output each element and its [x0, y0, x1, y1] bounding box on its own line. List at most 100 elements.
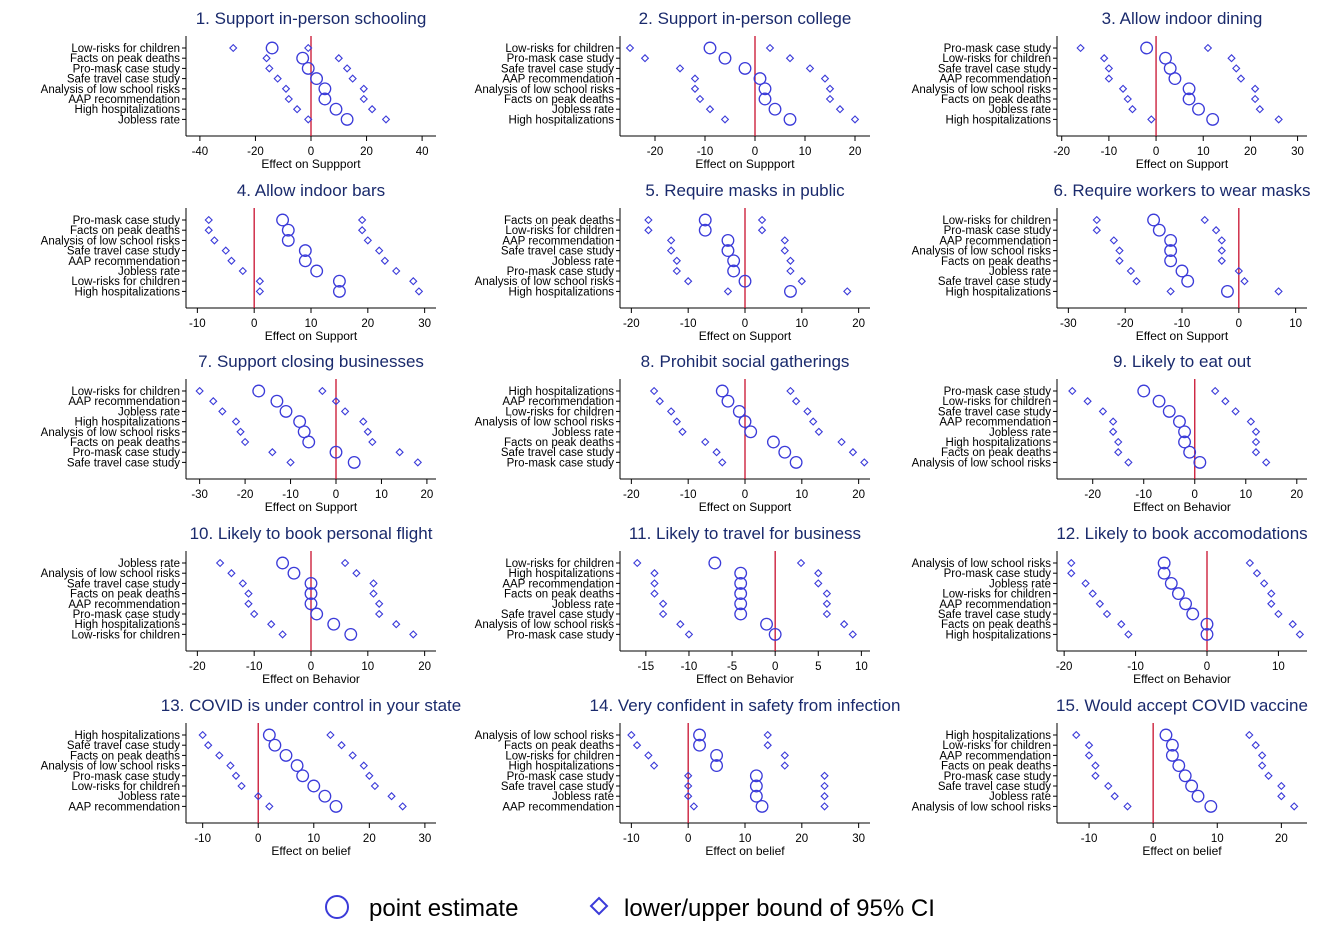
ci-upper-diamond	[820, 771, 829, 780]
row-label: Pro-mask case study	[944, 771, 1052, 783]
point-estimate-circle	[332, 284, 346, 298]
ci-upper-diamond	[809, 417, 818, 426]
ci-lower-diamond	[218, 407, 227, 416]
row-label: Jobless rate	[118, 406, 180, 418]
point-estimate-circle	[265, 41, 279, 55]
x-tick-label: -5	[727, 661, 737, 673]
row-label: Safe travel case study	[67, 740, 180, 752]
point-estimate-circle	[718, 51, 732, 65]
x-tick-label: 30	[418, 833, 431, 845]
row-label: Safe travel case study	[501, 63, 614, 75]
row-label: Analysis of low school risks	[41, 427, 181, 439]
row-label: Jobless rate	[552, 427, 614, 439]
legend-ci-label: lower/upper bound of 95% CI	[624, 895, 935, 922]
row-label: High hospitalizations	[946, 437, 1052, 449]
panel-title: 15. Would accept COVID vaccine	[1056, 696, 1308, 715]
ci-upper-diamond	[825, 84, 835, 93]
row-label: Facts on peak deaths	[504, 215, 614, 227]
x-tick-label: 20	[360, 146, 373, 158]
row-label: Facts on peak deaths	[70, 53, 180, 65]
row-label: Safe travel case study	[67, 578, 180, 590]
ci-upper-diamond	[1200, 215, 1209, 225]
ci-upper-diamond	[340, 558, 350, 568]
x-tick-label: 20	[361, 318, 374, 330]
point-estimate-circle	[734, 576, 748, 590]
ci-upper-diamond	[1264, 771, 1273, 780]
row-label: Jobless rate	[118, 266, 180, 278]
ci-lower-diamond	[690, 84, 700, 93]
row-label: Low-risks for children	[942, 740, 1051, 752]
ci-lower-diamond	[1081, 579, 1090, 588]
x-tick-label: 0	[333, 489, 339, 501]
ci-upper-diamond	[381, 115, 391, 124]
x-tick-label: 0	[255, 833, 261, 845]
ci-lower-diamond	[267, 620, 276, 629]
ci-lower-diamond	[672, 417, 681, 426]
x-tick-label: 0	[308, 661, 314, 673]
ci-upper-diamond	[392, 620, 401, 629]
ci-lower-diamond	[265, 802, 274, 811]
panel-11: 11. Likely to travel for business -15 -10 -…	[475, 524, 870, 686]
row-label: Safe travel case study	[938, 406, 1051, 418]
x-tick-label: -10	[623, 833, 640, 845]
row-label: Facts on peak deaths	[941, 447, 1051, 459]
ci-lower-diamond	[1123, 94, 1132, 104]
ci-lower-diamond	[1147, 115, 1156, 124]
ci-upper-diamond	[359, 761, 368, 770]
ci-upper-diamond	[820, 802, 829, 811]
x-tick-label: -10	[1135, 489, 1152, 501]
row-label: Facts on peak deaths	[70, 437, 180, 449]
ci-lower-diamond	[231, 771, 241, 780]
point-estimate-circle	[1178, 425, 1192, 439]
x-tick-label: -10	[1081, 833, 1098, 845]
ci-lower-diamond	[689, 802, 699, 811]
ci-upper-diamond	[1245, 730, 1254, 740]
row-label: AAP recommendation	[939, 74, 1051, 86]
ci-upper-diamond	[1240, 277, 1249, 286]
ci-upper-diamond	[822, 599, 832, 608]
point-estimate-circle	[721, 233, 735, 247]
ci-upper-diamond	[1217, 236, 1226, 245]
x-tick-label: 30	[852, 833, 865, 845]
point-estimate-circle	[281, 223, 295, 237]
x-tick-label: -20	[1084, 489, 1101, 501]
ci-lower-diamond	[658, 609, 668, 619]
point-estimate-circle	[758, 92, 772, 106]
point-estimate-circle	[1152, 394, 1166, 408]
ci-lower-diamond	[684, 792, 693, 801]
ci-lower-diamond	[227, 256, 236, 265]
row-label: Low-risks for children	[505, 43, 614, 55]
x-axis-label: Effect on Support	[699, 500, 792, 514]
ci-lower-diamond	[690, 74, 700, 83]
ci-upper-diamond	[1252, 569, 1262, 578]
row-label: AAP recommendation	[68, 396, 180, 408]
ci-lower-diamond	[262, 54, 271, 63]
point-estimate-circle	[318, 92, 332, 106]
point-estimate-circle	[749, 769, 763, 783]
ci-upper-diamond	[370, 781, 380, 791]
ci-lower-diamond	[723, 287, 733, 296]
legend-diamond-icon	[589, 896, 609, 916]
point-estimate-circle	[1182, 82, 1196, 96]
panel-8: 8. Prohibit social gatherings -20 -10 0 10 20…	[475, 352, 870, 514]
x-tick-label: 0	[742, 318, 748, 330]
panel-title: 6. Require workers to wear masks	[1054, 181, 1311, 200]
ci-lower-diamond	[226, 761, 235, 770]
point-estimate-circle	[708, 556, 722, 570]
x-tick-label: 20	[418, 661, 431, 673]
ci-upper-diamond	[1232, 64, 1241, 73]
point-estimate-circle	[1159, 51, 1172, 65]
ci-upper-diamond	[763, 730, 772, 740]
ci-upper-diamond	[791, 397, 801, 406]
x-tick-label: -10	[680, 318, 697, 330]
row-label: AAP recommendation	[502, 801, 614, 813]
point-estimate-circle	[1182, 92, 1196, 106]
ci-upper-diamond	[367, 105, 377, 114]
ci-lower-diamond	[1108, 427, 1118, 436]
point-estimate-circle	[287, 566, 301, 580]
row-label: High hospitalizations	[75, 619, 181, 631]
ci-lower-diamond	[649, 386, 659, 396]
ci-lower-diamond	[640, 54, 650, 63]
row-label: Jobless rate	[989, 427, 1051, 439]
